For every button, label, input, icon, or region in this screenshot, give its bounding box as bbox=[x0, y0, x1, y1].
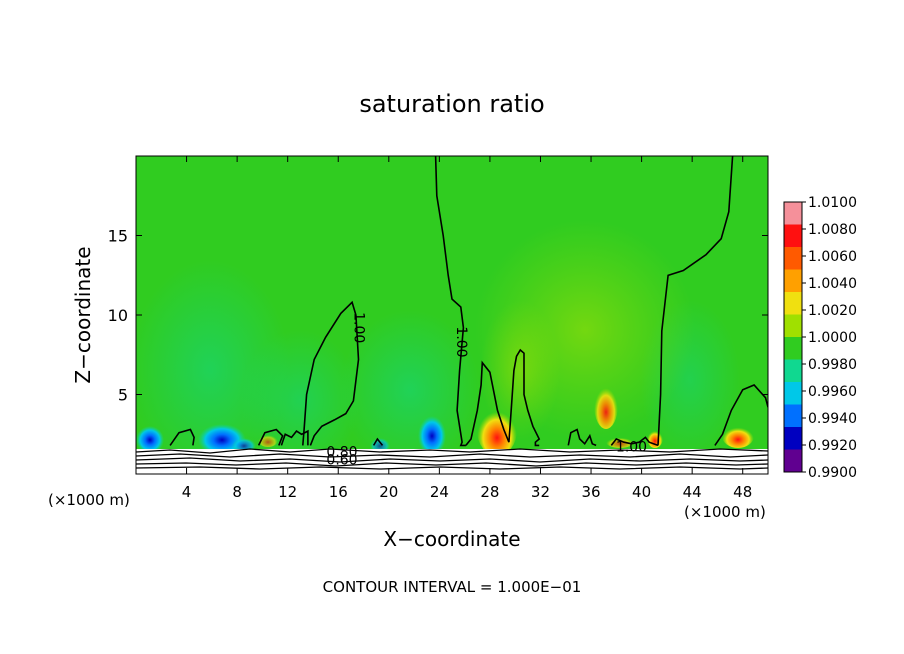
contour-interval-note: CONTOUR INTERVAL = 1.000E−01 bbox=[323, 578, 582, 596]
colorbar-label: 0.9940 bbox=[808, 411, 857, 427]
x-tick-label: 12 bbox=[278, 483, 297, 501]
colorbar-swatch bbox=[784, 404, 802, 428]
colorbar-swatch bbox=[784, 292, 802, 315]
hot-spot bbox=[722, 424, 754, 448]
contour-line bbox=[714, 384, 768, 446]
colorbar-swatch bbox=[784, 224, 802, 248]
colorbar-swatch bbox=[784, 337, 802, 360]
hot-spot bbox=[594, 381, 618, 429]
colorbar-swatch bbox=[784, 202, 802, 225]
colorbar-label: 1.0020 bbox=[808, 303, 857, 319]
x-tick-label: 28 bbox=[480, 483, 499, 501]
surface-contour-line bbox=[135, 466, 769, 470]
cold-spot bbox=[136, 426, 164, 454]
x-unit-right: (×1000 m) bbox=[684, 503, 766, 521]
x-tick-label: 48 bbox=[733, 483, 752, 501]
contour-line bbox=[567, 428, 597, 447]
colorbar-label: 1.0000 bbox=[808, 330, 857, 346]
x-tick-label: 20 bbox=[379, 483, 398, 501]
heatmap-field bbox=[136, 156, 768, 474]
x-tick-label: 40 bbox=[632, 483, 651, 501]
y-tick-label: 10 bbox=[108, 306, 128, 325]
contour-line bbox=[169, 428, 195, 446]
x-axis: 4 8 12 16 20 24 28 32 36 40 44 48 bbox=[182, 156, 752, 501]
colorbar-label: 1.0040 bbox=[808, 276, 857, 292]
surface-contour-line bbox=[135, 453, 769, 458]
hot-spot bbox=[606, 436, 634, 448]
surface-contour-line bbox=[135, 457, 769, 463]
colorbar-swatch bbox=[784, 449, 802, 473]
contour-line bbox=[302, 300, 360, 446]
contour-line bbox=[465, 360, 510, 446]
x-tick-label: 4 bbox=[182, 483, 192, 501]
colorbar-label: 1.0100 bbox=[808, 195, 857, 211]
colorbar-swatch bbox=[784, 269, 802, 293]
colorbar-label: 0.9980 bbox=[808, 357, 857, 373]
x-axis-label: X−coordinate bbox=[383, 527, 520, 551]
contour-line bbox=[508, 348, 541, 447]
colorbar-label: 1.0080 bbox=[808, 222, 857, 238]
hot-spot bbox=[477, 404, 517, 456]
chart-title: saturation ratio bbox=[359, 90, 544, 118]
x-tick-label: 44 bbox=[683, 483, 702, 501]
colorbar-swatch bbox=[784, 359, 802, 383]
contour-lines bbox=[169, 156, 768, 447]
colorbar-swatch bbox=[784, 427, 802, 450]
contour-label: 1.00 bbox=[351, 312, 367, 343]
contour-labels: 1.00 1.00 1.00 0.800.60 bbox=[326, 312, 647, 468]
surface-contour-line bbox=[135, 462, 769, 467]
contour-label: 1.00 bbox=[453, 326, 469, 357]
y-axis-label: Z−coordinate bbox=[71, 246, 95, 383]
surface-contour-line bbox=[135, 448, 769, 454]
colorbar-label: 0.9920 bbox=[808, 438, 857, 454]
colorbar: 1.0100 1.0080 1.0060 1.0040 1.0020 1.0000 0.99… bbox=[783, 195, 857, 481]
colorbar-swatch bbox=[784, 247, 802, 270]
colorbar-swatch bbox=[784, 314, 802, 338]
cold-spot bbox=[418, 416, 446, 456]
surface-layer bbox=[136, 449, 768, 474]
x-unit-left: (×1000 m) bbox=[48, 491, 130, 509]
contour-line bbox=[280, 429, 309, 446]
y-tick-label: 15 bbox=[108, 227, 128, 246]
contour-line bbox=[434, 156, 466, 447]
contour-line bbox=[610, 436, 659, 447]
y-tick-label: 5 bbox=[118, 386, 128, 405]
x-tick-label: 32 bbox=[531, 483, 550, 501]
contour-line bbox=[657, 156, 734, 446]
contour-label: 0.60 bbox=[326, 453, 357, 469]
contour-label: 0.80 bbox=[326, 445, 357, 461]
x-tick-label: 8 bbox=[232, 483, 242, 501]
x-tick-label: 24 bbox=[430, 483, 449, 501]
x-tick-label: 16 bbox=[329, 483, 348, 501]
contour-label: 1.00 bbox=[616, 440, 647, 456]
colorbar-label: 0.9960 bbox=[808, 384, 857, 400]
surface-contours bbox=[135, 448, 769, 470]
colorbar-label: 0.9900 bbox=[808, 465, 857, 481]
colorbar-label: 1.0060 bbox=[808, 249, 857, 265]
contour-line bbox=[372, 437, 384, 446]
colorbar-swatch bbox=[784, 382, 802, 405]
x-tick-label: 36 bbox=[581, 483, 600, 501]
y-axis: 5 10 15 bbox=[108, 227, 768, 405]
contour-line bbox=[257, 428, 284, 446]
